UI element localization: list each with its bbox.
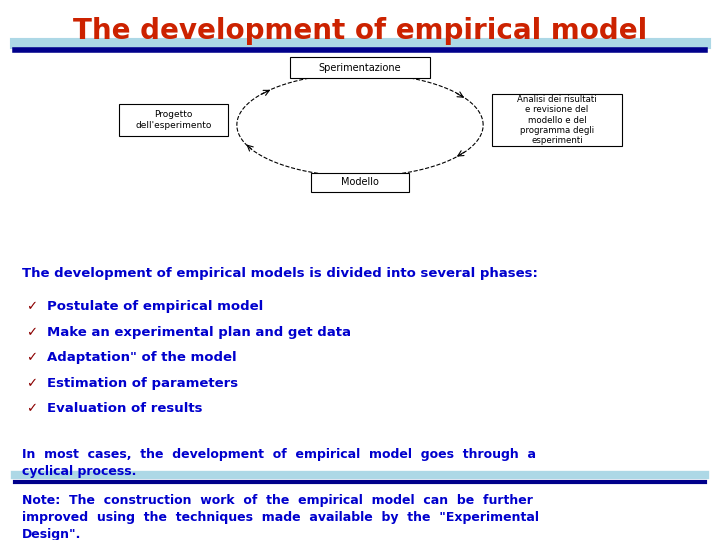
Text: Note:  The  construction  work  of  the  empirical  model  can  be  further
impr: Note: The construction work of the empir… — [22, 494, 539, 540]
FancyBboxPatch shape — [289, 57, 431, 78]
Text: ✓: ✓ — [26, 377, 37, 390]
Text: Analisi dei risultati
e revisione del
modello e del
programma degli
esperimenti: Analisi dei risultati e revisione del mo… — [517, 95, 597, 145]
Text: Sperimentazione: Sperimentazione — [319, 63, 401, 73]
Text: Progetto
dell'esperimento: Progetto dell'esperimento — [135, 110, 212, 130]
FancyBboxPatch shape — [492, 94, 622, 146]
Text: Adaptation" of the model: Adaptation" of the model — [47, 352, 236, 365]
Text: ✓: ✓ — [26, 300, 37, 313]
Text: ✓: ✓ — [26, 326, 37, 339]
Text: ✓: ✓ — [26, 352, 37, 365]
Text: Modello: Modello — [341, 177, 379, 187]
Text: Make an experimental plan and get data: Make an experimental plan and get data — [47, 326, 351, 339]
Text: ✓: ✓ — [26, 402, 37, 415]
Text: The development of empirical model: The development of empirical model — [73, 17, 647, 45]
FancyBboxPatch shape — [119, 104, 228, 136]
Text: Estimation of parameters: Estimation of parameters — [47, 377, 238, 390]
Text: The development of empirical models is divided into several phases:: The development of empirical models is d… — [22, 267, 538, 280]
Text: Postulate of empirical model: Postulate of empirical model — [47, 300, 263, 313]
FancyBboxPatch shape — [311, 172, 409, 192]
Text: Evaluation of results: Evaluation of results — [47, 402, 202, 415]
Text: In  most  cases,  the  development  of  empirical  model  goes  through  a
cycli: In most cases, the development of empiri… — [22, 448, 536, 478]
